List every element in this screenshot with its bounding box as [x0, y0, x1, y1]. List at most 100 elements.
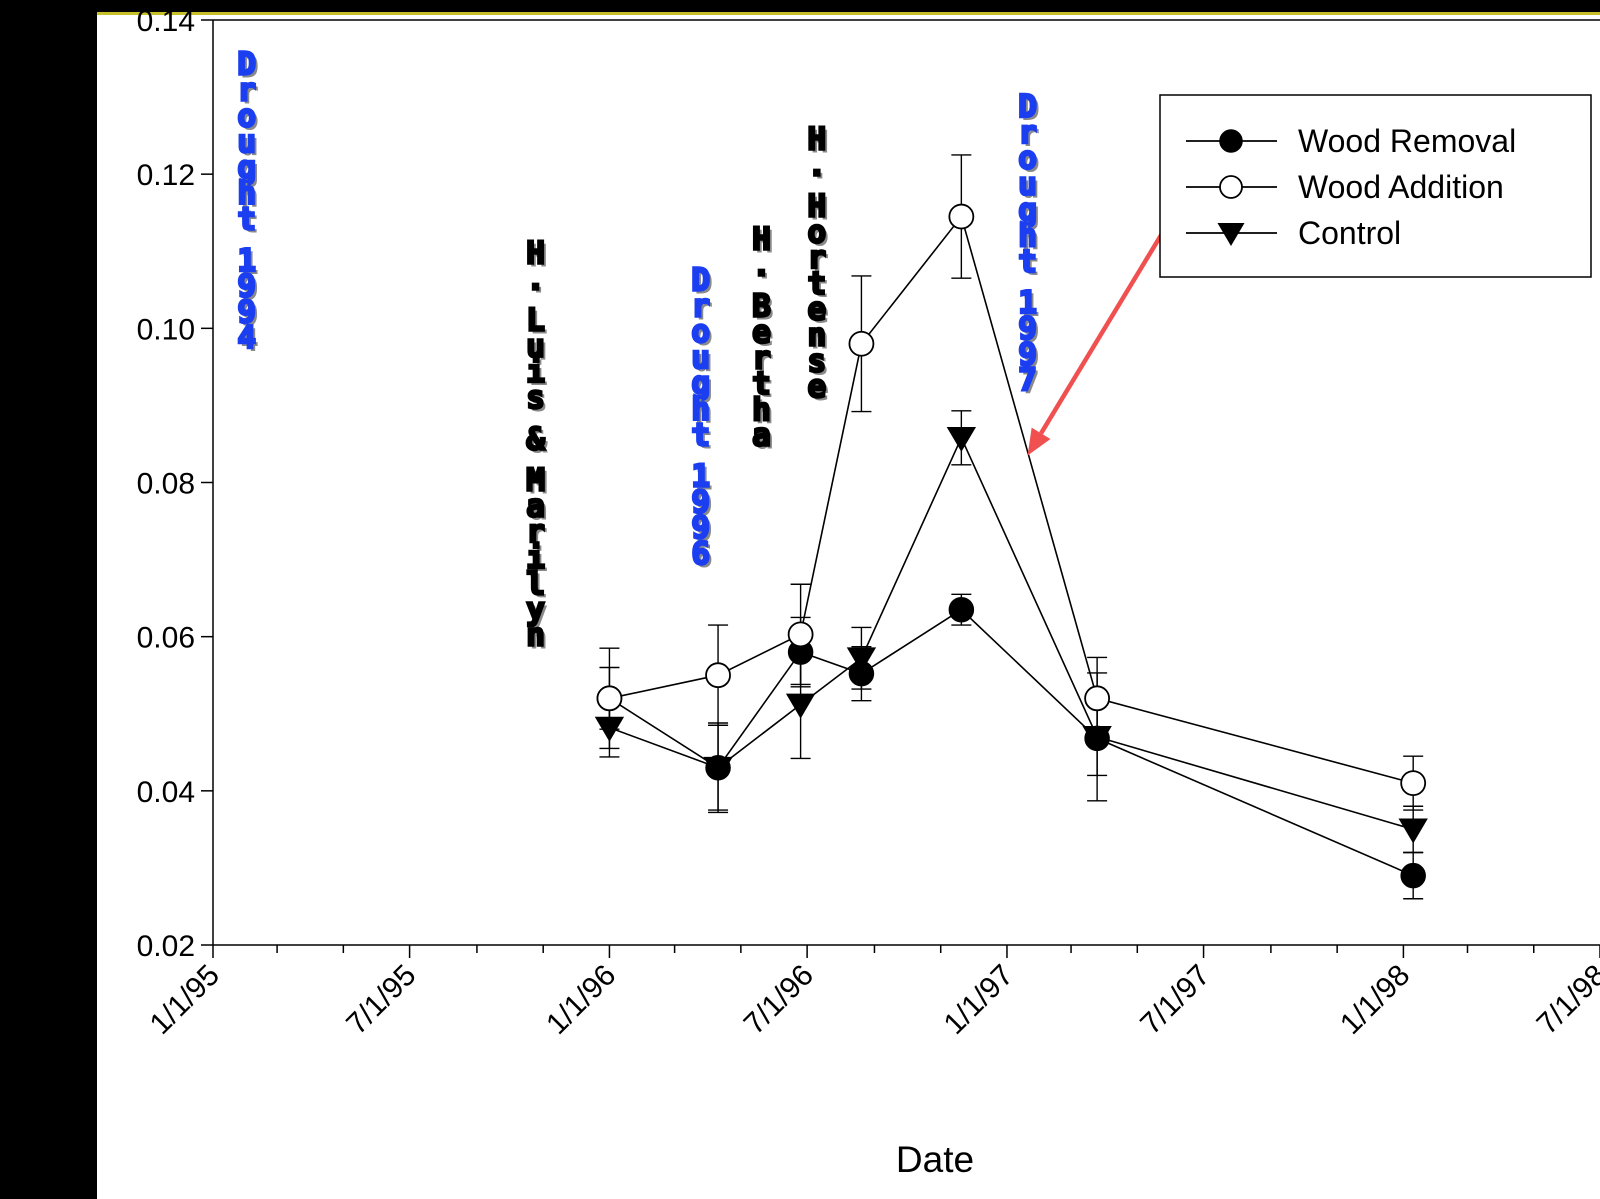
annotation-glyph: D [691, 263, 710, 299]
annotation-glyph: r [691, 288, 710, 324]
annotation-glyph-shadow: B [755, 292, 774, 328]
annotation-glyph: s [808, 343, 827, 379]
annotation-glyph-shadow: r [529, 517, 548, 553]
data-point-wood-removal [1400, 862, 1426, 889]
annotation-glyph: t [752, 366, 771, 402]
annotation-glyph-shadow: s [529, 383, 548, 419]
legend-item: Wood Addition [1186, 169, 1504, 205]
data-point-control [1217, 223, 1245, 247]
data-point-control [946, 426, 977, 452]
data-point-wood-addition [1084, 685, 1111, 712]
annotation-glyph-shadow: e [811, 372, 830, 408]
series-line [609, 608, 1414, 877]
annotation-glyph: e [808, 369, 827, 405]
annotation-glyph: u [691, 340, 710, 376]
annotation-glyph: 9 [1018, 337, 1037, 373]
annotation-glyph-shadow: g [1021, 195, 1040, 231]
annotation-glyph-shadow: g [240, 153, 259, 189]
annotation-glyph: s [526, 380, 545, 416]
legend: Wood Removal Wood Addition Control [1159, 94, 1592, 278]
annotation-glyph-shadow: i [529, 543, 548, 579]
annotation-glyph: o [691, 314, 710, 350]
annotation-glyph-shadow: o [811, 217, 830, 253]
y-tick-label: 0.10 [137, 313, 195, 346]
data-point-wood-addition [705, 662, 731, 689]
annotation-glyph: n [526, 617, 545, 653]
annotation-glyph-shadow: y [529, 595, 548, 631]
y-tick-label: 0.02 [137, 930, 195, 963]
data-point-control [785, 693, 816, 719]
annotation-glyph: n [808, 318, 827, 354]
y-tick-label: 0.04 [137, 776, 195, 809]
annotation-glyph: 7 [1018, 363, 1037, 399]
annotation-glyph: g [1018, 192, 1037, 228]
annotation-glyph-shadow: D [240, 50, 259, 86]
annotation-glyph: 9 [691, 510, 710, 546]
annotation-glyph-shadow: h [240, 179, 259, 215]
data-point-wood-addition [948, 203, 975, 230]
annotation-glyph: r [752, 340, 771, 376]
x-tick-label: 7/1/96 [738, 959, 820, 1041]
annotation-glyph: e [752, 315, 771, 351]
y-axis-label-main: Basal area growth rate (cm [30, 328, 67, 724]
annotation-glyph-shadow: i [529, 357, 548, 393]
annotation-glyph-shadow: 4 [240, 323, 259, 359]
annotation-glyph: 1 [691, 459, 710, 495]
data-point-wood-addition [1400, 770, 1427, 797]
annotation-glyph-shadow: u [694, 343, 713, 379]
annotation-glyph: 6 [691, 536, 710, 572]
annotation-glyph: h [1018, 218, 1037, 254]
annotation-glyph-shadow: 9 [694, 487, 713, 523]
annotation-glyph: 1 [237, 243, 256, 279]
y-ticks: 0.02 0.04 0.06 0.08 0.10 0.12 0.14 [137, 5, 213, 963]
annotation-glyph-shadow: H [811, 192, 830, 228]
legend-label: Control [1298, 215, 1401, 251]
y-tick-label: 0.08 [137, 468, 195, 501]
annotation-glyph: t [691, 417, 710, 453]
y-axis-label-sup1: 2 [30, 317, 52, 328]
event-annotations: DDrroouugghhtt11999944HH..LLuuiiss&&MMaa… [236, 45, 1040, 656]
data-point-wood-addition [1219, 175, 1243, 199]
annotation-glyph: t [1018, 244, 1037, 280]
annotation-glyph-shadow: r [755, 343, 774, 379]
annotation-glyph: o [808, 214, 827, 250]
series-line [609, 214, 1414, 784]
annotation-glyph-shadow: 9 [240, 297, 259, 333]
annotation-glyph: . [752, 247, 771, 283]
annotation-glyph: 9 [237, 269, 256, 305]
y-axis-label-mid: day [30, 254, 67, 317]
legend-item: Control [1186, 215, 1401, 251]
annotation-glyph-shadow: 1 [240, 246, 259, 282]
annotation-glyph: h [237, 176, 256, 212]
series-wood-addition [596, 154, 1427, 811]
annotation-glyph: a [526, 488, 545, 524]
annotation-glyph: & [526, 421, 545, 457]
data-point-control [1398, 818, 1428, 844]
annotation-glyph: h [752, 392, 771, 428]
annotation-glyph-shadow: n [529, 620, 548, 656]
annotation-glyph-shadow: a [529, 491, 548, 527]
annotation-glyph-shadow: h [755, 395, 774, 431]
annotation-glyph: H [752, 222, 771, 258]
x-tick-label: 7/1/97 [1134, 959, 1216, 1041]
annotation-glyph-shadow: o [1021, 144, 1040, 180]
legend-label: Wood Addition [1298, 169, 1504, 205]
x-ticks: 1/1/95 7/1/95 1/1/96 7/1/96 1/1/97 7/1/97 1/1/… [144, 945, 1600, 1041]
annotation-glyph: 9 [1018, 311, 1037, 347]
y-tick-label: 0.14 [137, 5, 195, 38]
annotation-glyph-shadow: h [694, 395, 713, 431]
annotation-glyph-shadow: t [694, 420, 713, 456]
annotation-glyph-shadow: u [1021, 169, 1040, 205]
annotation-glyph: D [1018, 89, 1037, 125]
annotation-glyph: H [808, 121, 827, 157]
top-frame-stripe [97, 12, 1600, 15]
annotation-glyph: . [808, 147, 827, 183]
annotation-glyph: H [526, 236, 545, 272]
left-frame-bar [0, 0, 97, 1199]
annotation-glyph-shadow: 9 [1021, 314, 1040, 350]
annotation-glyph: o [237, 98, 256, 134]
